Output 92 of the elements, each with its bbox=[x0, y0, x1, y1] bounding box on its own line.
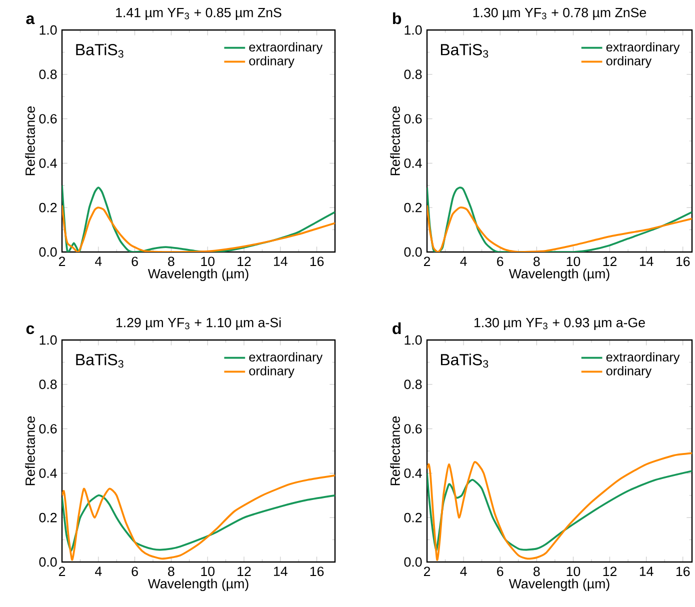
x-tick-label: 12 bbox=[603, 256, 617, 266]
x-tick-label: 4 bbox=[95, 256, 102, 266]
y-axis-title: Reflectance bbox=[25, 106, 35, 176]
x-tick-label: 12 bbox=[238, 566, 251, 576]
legend-label: extraordinary bbox=[606, 352, 680, 364]
legend-label: extraordinary bbox=[606, 42, 680, 54]
y-axis-title: Reflectance bbox=[25, 416, 35, 486]
x-tick-label: 4 bbox=[95, 566, 102, 576]
x-tick-label: 12 bbox=[603, 566, 617, 576]
annotation: BaTiS$_{3}$ bbox=[76, 44, 124, 58]
x-tick-label: 2 bbox=[58, 566, 66, 576]
x-axis-title: Wavelength (µm) bbox=[148, 578, 248, 592]
x-axis-title: Wavelength (µm) bbox=[148, 268, 248, 282]
x-tick-label: 8 bbox=[534, 566, 540, 576]
line-series bbox=[62, 474, 336, 561]
y-tick-label: 0.0 bbox=[39, 247, 57, 257]
y-tick-label: 0.2 bbox=[39, 512, 57, 522]
legend-label: extraordinary bbox=[249, 352, 323, 364]
y-tick-label: 1.0 bbox=[40, 25, 57, 35]
y-tick-label: 0.0 bbox=[404, 247, 422, 257]
line-series bbox=[62, 494, 336, 552]
y-axis-title: Reflectance bbox=[390, 416, 400, 486]
y-tick-label: 0.8 bbox=[39, 380, 57, 390]
x-tick-label: 10 bbox=[566, 566, 580, 576]
x-tick-label: 6 bbox=[497, 566, 504, 576]
x-tick-label: 6 bbox=[497, 256, 504, 266]
text: b bbox=[393, 12, 402, 24]
x-tick-label: 14 bbox=[274, 566, 288, 576]
legend-label: ordinary bbox=[249, 56, 294, 68]
line-series bbox=[427, 452, 692, 561]
annotation: BaTiS$_{3}$ bbox=[440, 44, 488, 58]
x-tick-label: 14 bbox=[640, 256, 654, 266]
y-tick-label: 0.8 bbox=[404, 380, 422, 390]
x-tick-label: 2 bbox=[424, 256, 430, 266]
y-tick-label: 0.8 bbox=[404, 70, 422, 80]
text: a bbox=[26, 15, 35, 24]
y-tick-label: 0.0 bbox=[404, 557, 422, 567]
x-axis-title: Wavelength (µm) bbox=[508, 268, 610, 282]
x-tick-label: 8 bbox=[168, 566, 174, 576]
x-tick-label: 4 bbox=[460, 256, 467, 266]
line-series bbox=[62, 184, 336, 252]
y-tick-label: 1.0 bbox=[40, 335, 57, 345]
x-tick-label: 6 bbox=[132, 566, 138, 576]
y-tick-label: 0.4 bbox=[39, 468, 57, 478]
y-tick-label: 0.2 bbox=[404, 512, 422, 522]
x-axis-title: Wavelength (µm) bbox=[508, 578, 610, 592]
y-tick-label: 0.4 bbox=[39, 158, 57, 168]
line-series bbox=[427, 186, 692, 252]
line-series bbox=[427, 204, 692, 252]
y-tick-label: 0.4 bbox=[404, 468, 422, 478]
chart-title: 1.41 µm YF$_{3}$ + 0.85 µm ZnS bbox=[116, 8, 282, 20]
y-tick-label: 0.8 bbox=[39, 70, 57, 80]
x-tick-label: 16 bbox=[310, 566, 324, 576]
annotation: BaTiS$_{3}$ bbox=[440, 354, 488, 368]
text: d bbox=[392, 322, 401, 334]
y-tick-label: 0.0 bbox=[39, 557, 57, 567]
legend-label: ordinary bbox=[249, 366, 294, 378]
y-tick-label: 0.2 bbox=[39, 202, 57, 212]
x-tick-label: 6 bbox=[132, 256, 138, 266]
y-tick-label: 0.6 bbox=[39, 424, 57, 434]
legend-label: extraordinary bbox=[249, 42, 323, 54]
chart-title: 1.29 µm YF$_{3}$ + 1.10 µm a-Si bbox=[116, 318, 281, 330]
x-tick-label: 8 bbox=[168, 256, 174, 266]
x-tick-label: 16 bbox=[676, 256, 690, 266]
y-tick-label: 0.6 bbox=[404, 424, 422, 434]
x-tick-label: 2 bbox=[424, 566, 430, 576]
y-axis-title: Reflectance bbox=[390, 106, 400, 176]
legend-label: ordinary bbox=[606, 366, 652, 378]
y-tick-label: 0.6 bbox=[39, 114, 57, 124]
y-tick-label: 0.2 bbox=[404, 202, 422, 212]
y-tick-label: 0.4 bbox=[404, 158, 422, 168]
legend-label: ordinary bbox=[606, 56, 652, 68]
line-series bbox=[62, 204, 336, 252]
chart-title: 1.30 µm YF$_{3}$ + 0.78 µm ZnSe bbox=[473, 8, 646, 20]
x-tick-label: 10 bbox=[201, 566, 214, 576]
text: c bbox=[26, 325, 34, 334]
x-tick-label: 12 bbox=[238, 256, 251, 266]
annotation: BaTiS$_{3}$ bbox=[76, 354, 124, 368]
x-tick-label: 2 bbox=[58, 256, 66, 266]
x-tick-label: 16 bbox=[676, 566, 690, 576]
x-tick-label: 10 bbox=[566, 256, 580, 266]
chart-title: 1.30 µm YF$_{3}$ + 0.93 µm a-Ge bbox=[474, 318, 645, 330]
x-tick-label: 10 bbox=[201, 256, 214, 266]
y-tick-label: 1.0 bbox=[404, 335, 422, 345]
x-tick-label: 4 bbox=[460, 566, 467, 576]
y-tick-label: 1.0 bbox=[404, 25, 422, 35]
x-tick-label: 14 bbox=[640, 566, 654, 576]
x-tick-label: 16 bbox=[310, 256, 324, 266]
x-tick-label: 8 bbox=[534, 256, 540, 266]
x-tick-label: 14 bbox=[274, 256, 288, 266]
y-tick-label: 0.6 bbox=[404, 114, 422, 124]
line-series bbox=[427, 470, 692, 552]
